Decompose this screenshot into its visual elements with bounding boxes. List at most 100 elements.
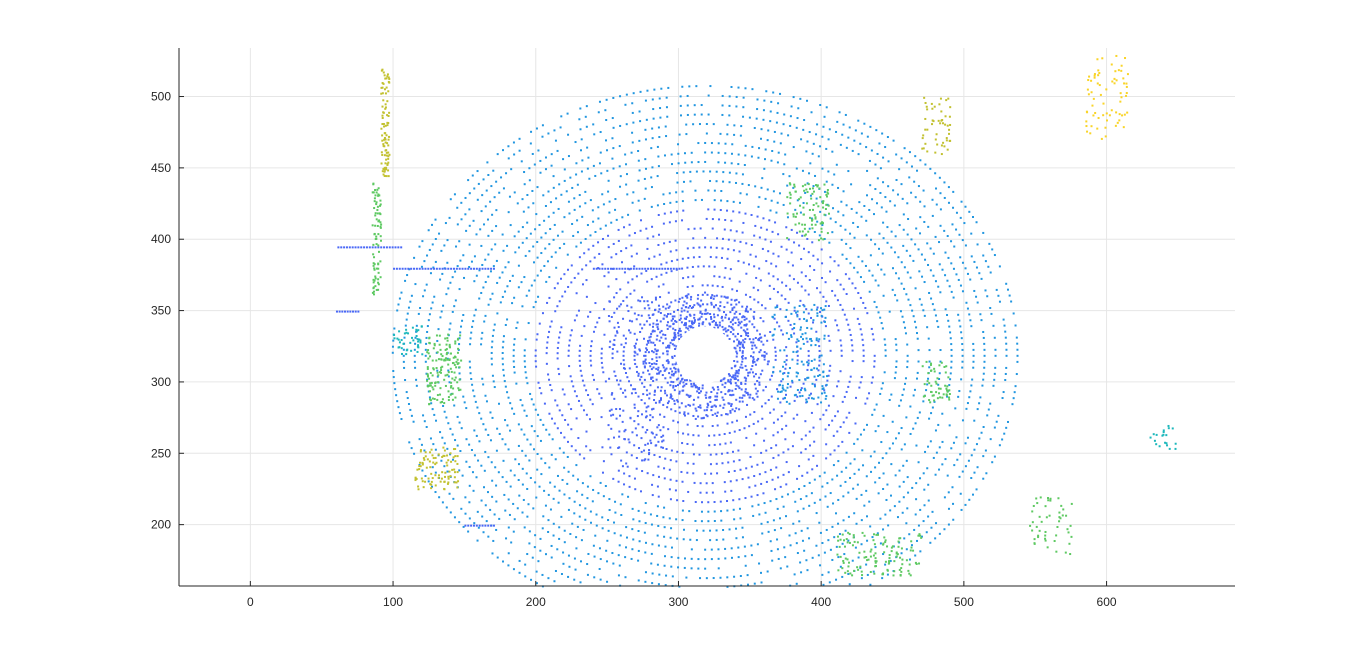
scan-point: [669, 211, 672, 214]
scan-point: [446, 239, 449, 242]
scan-point: [873, 572, 876, 575]
scan-point: [533, 163, 536, 166]
scan-point: [601, 527, 604, 530]
scan-point: [638, 447, 641, 450]
scan-point: [711, 482, 714, 485]
scan-point: [644, 358, 647, 361]
scan-point: [1110, 63, 1113, 66]
scan-point: [935, 391, 938, 394]
scan-point: [428, 377, 431, 380]
scan-point: [837, 186, 840, 189]
scan-point: [715, 246, 718, 249]
scan-point: [945, 99, 948, 102]
scan-point: [427, 480, 430, 483]
scan-point: [414, 366, 417, 369]
scan-point: [821, 167, 824, 170]
scan-point: [815, 197, 818, 200]
scan-point: [758, 473, 761, 476]
scan-point: [780, 390, 783, 393]
scan-point: [810, 368, 813, 371]
scan-point: [426, 351, 429, 354]
scan-point: [437, 358, 440, 361]
scan-point: [741, 478, 744, 481]
scan-point: [818, 475, 821, 478]
scan-point: [816, 287, 819, 290]
scan-point: [822, 371, 825, 374]
scan-point: [619, 185, 622, 188]
scan-point: [428, 355, 431, 358]
scan-point: [825, 528, 828, 531]
scan-point: [760, 482, 763, 485]
scan-point: [698, 322, 701, 325]
scan-point: [676, 499, 679, 502]
scan-point: [949, 123, 952, 126]
scan-point: [1162, 431, 1165, 434]
scan-point: [365, 246, 368, 249]
scan-point: [844, 113, 847, 116]
scan-point: [735, 316, 738, 319]
scan-point: [458, 372, 461, 375]
scan-point: [750, 341, 753, 344]
scan-point: [628, 329, 631, 332]
scan-point: [928, 382, 931, 385]
scan-point: [747, 184, 750, 187]
scan-point: [934, 151, 937, 154]
scan-point: [738, 211, 741, 214]
scan-point: [378, 219, 381, 222]
scan-point: [868, 269, 871, 272]
scan-point: [760, 571, 763, 574]
scan-point: [809, 337, 812, 340]
scan-point: [575, 292, 578, 295]
scan-point: [465, 438, 468, 441]
scan-point: [836, 474, 839, 477]
scan-point: [511, 302, 514, 305]
scan-point: [727, 470, 730, 473]
scan-point: [652, 325, 655, 328]
scan-point: [970, 477, 973, 480]
scan-point: [592, 164, 595, 167]
scan-point: [824, 208, 827, 211]
scan-point: [458, 240, 461, 243]
scan-point: [421, 480, 424, 483]
scan-point: [856, 317, 859, 320]
scan-point: [785, 332, 788, 335]
scan-point: [585, 445, 588, 448]
scan-point: [615, 253, 618, 256]
scan-point: [866, 312, 869, 315]
scan-point: [702, 265, 705, 268]
scan-point: [757, 301, 760, 304]
scan-point: [883, 338, 886, 341]
scan-point: [647, 351, 650, 354]
scan-point: [575, 464, 578, 467]
scan-point: [528, 542, 531, 545]
scan-point: [510, 168, 513, 171]
scan-point: [983, 360, 986, 363]
scan-point: [704, 558, 707, 561]
scan-point: [826, 379, 829, 382]
scan-point: [444, 222, 447, 225]
scan-point: [853, 540, 856, 543]
scan-point: [988, 242, 991, 245]
scan-point: [754, 255, 757, 258]
scan-point: [676, 172, 679, 175]
scan-point: [887, 185, 890, 188]
scan-point: [829, 349, 832, 352]
scan-point: [746, 583, 749, 586]
scan-point: [493, 196, 496, 199]
scan-point: [573, 390, 576, 393]
scan-point: [801, 394, 804, 397]
scan-point: [743, 545, 746, 548]
scan-point: [463, 276, 466, 279]
scan-point: [437, 374, 440, 377]
scan-point: [476, 198, 479, 201]
scan-point: [424, 354, 427, 357]
scan-point: [948, 393, 951, 396]
scan-point: [560, 573, 563, 576]
scan-point: [713, 199, 716, 202]
scan-point: [884, 343, 887, 346]
scan-point: [828, 128, 831, 131]
scan-point: [598, 162, 601, 165]
scan-point: [807, 251, 810, 254]
scan-point: [453, 468, 456, 471]
scan-point: [905, 249, 908, 252]
